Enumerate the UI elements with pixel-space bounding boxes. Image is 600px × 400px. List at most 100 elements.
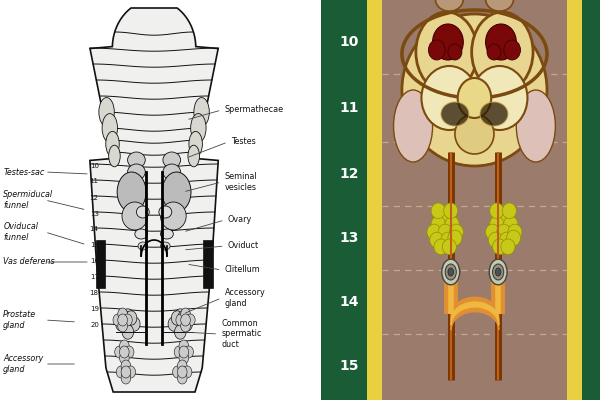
Ellipse shape — [448, 230, 462, 246]
Circle shape — [168, 317, 179, 331]
Ellipse shape — [431, 203, 445, 219]
Ellipse shape — [458, 78, 491, 118]
Ellipse shape — [493, 239, 506, 255]
Ellipse shape — [135, 229, 148, 239]
Bar — [382, 0, 566, 32]
Ellipse shape — [416, 12, 477, 92]
Ellipse shape — [161, 242, 170, 250]
Ellipse shape — [497, 210, 511, 226]
Circle shape — [493, 264, 504, 280]
Text: Testes: Testes — [231, 138, 256, 146]
Circle shape — [119, 311, 130, 325]
Ellipse shape — [402, 14, 547, 166]
Circle shape — [122, 325, 134, 339]
Ellipse shape — [128, 164, 145, 180]
Ellipse shape — [517, 90, 556, 162]
Bar — [95, 240, 105, 288]
Polygon shape — [90, 8, 218, 392]
Ellipse shape — [487, 44, 501, 60]
Ellipse shape — [128, 152, 145, 168]
Ellipse shape — [442, 239, 457, 255]
Circle shape — [172, 311, 183, 325]
Ellipse shape — [99, 98, 114, 126]
Circle shape — [175, 325, 186, 339]
Ellipse shape — [163, 164, 181, 180]
Circle shape — [175, 309, 186, 323]
Text: Oviduct: Oviduct — [228, 242, 259, 250]
Ellipse shape — [508, 224, 522, 240]
Ellipse shape — [191, 114, 206, 142]
Ellipse shape — [485, 24, 517, 60]
Circle shape — [174, 346, 184, 358]
Text: 15: 15 — [339, 359, 359, 373]
Ellipse shape — [161, 229, 173, 239]
Text: 15: 15 — [91, 242, 100, 248]
Circle shape — [119, 346, 129, 358]
Ellipse shape — [504, 40, 520, 60]
Ellipse shape — [472, 66, 527, 130]
Circle shape — [113, 314, 122, 326]
Text: 13: 13 — [91, 211, 100, 217]
Circle shape — [115, 346, 124, 358]
Text: 13: 13 — [339, 231, 359, 245]
Text: 18: 18 — [89, 290, 98, 296]
Circle shape — [122, 314, 132, 326]
Circle shape — [181, 320, 190, 332]
Circle shape — [179, 352, 188, 364]
Circle shape — [119, 340, 129, 352]
Bar — [203, 240, 212, 288]
Circle shape — [121, 360, 131, 372]
Ellipse shape — [503, 216, 518, 232]
Text: 12: 12 — [89, 195, 98, 201]
Text: 17: 17 — [91, 274, 100, 280]
Ellipse shape — [500, 232, 514, 248]
Text: 11: 11 — [89, 178, 98, 184]
Circle shape — [181, 314, 190, 326]
Circle shape — [496, 268, 501, 276]
Circle shape — [119, 352, 129, 364]
Ellipse shape — [506, 230, 521, 246]
Ellipse shape — [490, 203, 504, 219]
Ellipse shape — [485, 0, 514, 11]
Ellipse shape — [394, 90, 433, 162]
Circle shape — [489, 259, 507, 285]
Ellipse shape — [490, 216, 504, 232]
Ellipse shape — [427, 224, 441, 240]
Circle shape — [116, 317, 127, 331]
Circle shape — [178, 372, 187, 384]
Circle shape — [185, 314, 195, 326]
Text: 12: 12 — [339, 167, 359, 181]
Ellipse shape — [428, 40, 445, 60]
Circle shape — [125, 311, 137, 325]
Text: Spermathecae: Spermathecae — [224, 106, 284, 114]
Text: 14: 14 — [89, 226, 98, 232]
Text: Prostate
gland: Prostate gland — [3, 310, 37, 330]
Text: 10: 10 — [91, 163, 100, 169]
Ellipse shape — [448, 44, 462, 60]
Ellipse shape — [162, 172, 191, 212]
Ellipse shape — [189, 131, 202, 156]
Text: 19: 19 — [91, 306, 100, 312]
Circle shape — [178, 366, 187, 378]
Ellipse shape — [502, 203, 517, 219]
Ellipse shape — [441, 102, 469, 126]
Ellipse shape — [161, 202, 186, 230]
Ellipse shape — [445, 216, 459, 232]
Circle shape — [128, 317, 140, 331]
Text: Spermiducal
funnel: Spermiducal funnel — [3, 190, 53, 210]
Ellipse shape — [444, 203, 458, 219]
Ellipse shape — [431, 216, 445, 232]
Ellipse shape — [106, 131, 119, 156]
Ellipse shape — [497, 224, 511, 240]
Circle shape — [126, 366, 136, 378]
Ellipse shape — [138, 242, 148, 250]
Circle shape — [121, 366, 131, 378]
Ellipse shape — [441, 232, 455, 248]
Text: 16: 16 — [91, 258, 100, 264]
Circle shape — [448, 268, 454, 276]
Circle shape — [118, 320, 127, 332]
Circle shape — [176, 314, 185, 326]
Ellipse shape — [102, 114, 118, 142]
Ellipse shape — [485, 224, 500, 240]
Text: Vas deferens: Vas deferens — [3, 258, 55, 266]
